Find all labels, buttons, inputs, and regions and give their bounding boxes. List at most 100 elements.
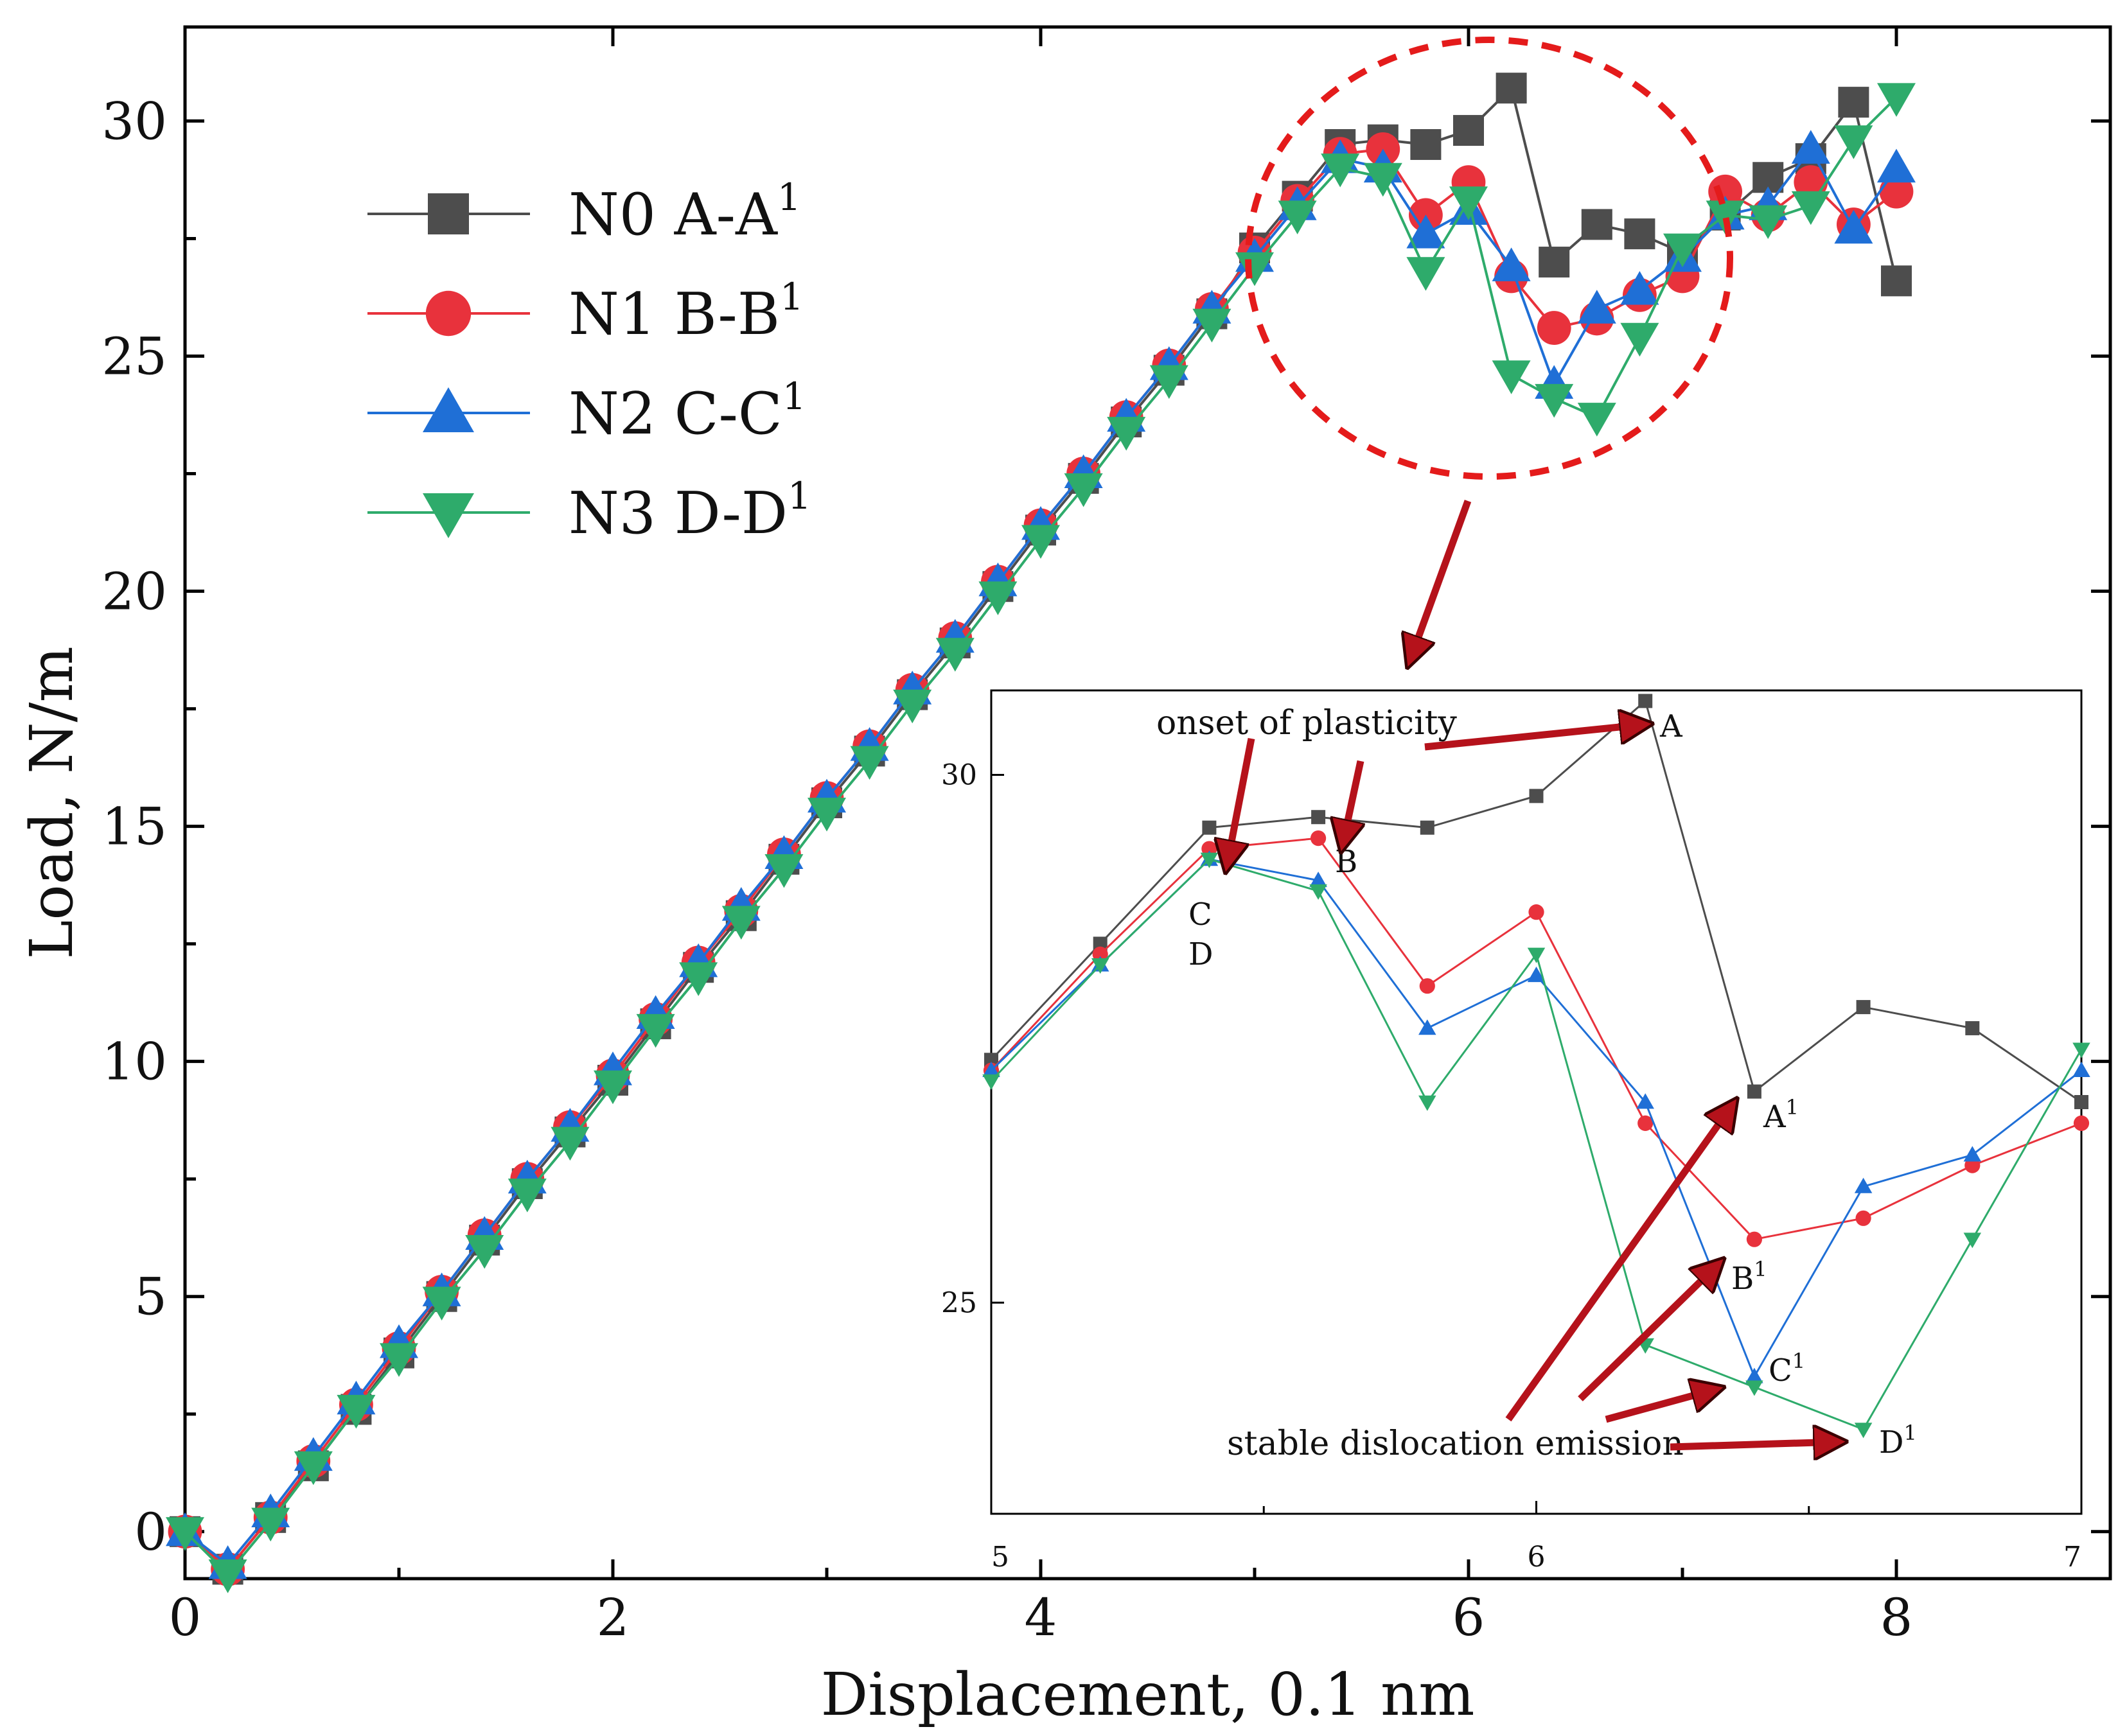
data-point bbox=[1877, 83, 1916, 117]
annotation-stable-dislocation-emission: stable dislocation emission bbox=[1227, 1425, 1684, 1463]
data-point bbox=[422, 1286, 461, 1321]
point-label-text: A bbox=[1659, 708, 1683, 744]
x-tick-label: 2 bbox=[597, 1588, 630, 1647]
data-point bbox=[507, 1179, 547, 1213]
point-label-text: B bbox=[1731, 1261, 1754, 1297]
inset-data-point bbox=[1747, 1084, 1761, 1099]
inset-data-point bbox=[1418, 1019, 1436, 1035]
x-axis-label: Displacement, 0.1 nm bbox=[821, 1660, 1475, 1729]
point-label-text: A bbox=[1763, 1099, 1787, 1135]
arrow-to-c bbox=[1227, 737, 1255, 865]
data-point bbox=[1192, 308, 1231, 343]
data-point bbox=[1406, 257, 1445, 291]
inset-x-tick-label: 5 bbox=[991, 1541, 1009, 1574]
legend-item: N1 B-B1 bbox=[367, 275, 804, 348]
annotation-point-c: C bbox=[1188, 897, 1212, 933]
data-point bbox=[1535, 383, 1574, 418]
data-point bbox=[1581, 209, 1612, 240]
inset-data-point bbox=[2072, 1042, 2090, 1058]
inset-data-point bbox=[1964, 1157, 1981, 1173]
data-point bbox=[1620, 270, 1659, 305]
x-tick-label: 0 bbox=[169, 1588, 202, 1647]
data-point bbox=[1406, 215, 1445, 249]
data-point bbox=[1492, 247, 1531, 281]
legend-label: N3 D-D1 bbox=[569, 474, 811, 547]
arrow-to-b1 bbox=[1578, 1264, 1718, 1401]
data-point bbox=[1107, 417, 1146, 451]
data-point bbox=[1235, 252, 1274, 286]
legend-label-superscript: 1 bbox=[777, 175, 801, 219]
annotation-point-b1: B1 bbox=[1731, 1257, 1767, 1297]
inset-data-point bbox=[1420, 820, 1434, 835]
arrow-to-c1 bbox=[1605, 1389, 1717, 1423]
inset-data-point bbox=[1527, 967, 1546, 983]
main-plot-frame bbox=[183, 25, 2112, 1581]
inset-data-point bbox=[1093, 936, 1108, 951]
arrow-to-b bbox=[1343, 760, 1361, 845]
inset-data-point bbox=[1965, 1021, 1980, 1035]
legend-item: N0 A-A1 bbox=[367, 175, 801, 249]
data-point bbox=[1363, 162, 1402, 197]
annotation-point-d1: D1 bbox=[1879, 1421, 1917, 1460]
inset-data-point bbox=[1092, 946, 1108, 962]
point-label-text: D bbox=[1879, 1425, 1903, 1460]
annotation-point-d: D bbox=[1188, 936, 1213, 972]
data-point bbox=[1834, 209, 1873, 244]
annotation-point-b: B bbox=[1335, 844, 1357, 880]
legend-label-superscript: 1 bbox=[782, 374, 806, 418]
inset-data-point bbox=[984, 1053, 998, 1067]
data-point bbox=[850, 746, 889, 780]
zoom-callout bbox=[1245, 37, 1733, 660]
annotation-onset-of-plasticity: onset of plasticity bbox=[1156, 704, 1458, 742]
inset-data-point bbox=[1311, 810, 1326, 825]
data-point bbox=[1453, 115, 1484, 146]
inset-y-tick-label: 30 bbox=[941, 758, 977, 791]
legend-label-text: N0 A-A bbox=[569, 181, 778, 249]
data-point bbox=[1706, 200, 1745, 234]
data-point bbox=[594, 1070, 632, 1105]
y-tick-label: 25 bbox=[101, 326, 167, 386]
data-point bbox=[1278, 200, 1317, 234]
data-point bbox=[1496, 73, 1527, 104]
inset-frame bbox=[990, 689, 2083, 1515]
inset-data-point bbox=[1745, 1380, 1763, 1396]
inset-data-point bbox=[982, 1061, 1000, 1078]
inset-data-point bbox=[1854, 1423, 1873, 1439]
annotation-point-a1: A1 bbox=[1763, 1095, 1799, 1135]
data-point bbox=[1539, 247, 1570, 278]
data-point bbox=[465, 1235, 504, 1269]
data-point bbox=[1064, 473, 1103, 507]
data-point bbox=[978, 581, 1018, 615]
legend-marker bbox=[423, 493, 474, 538]
inset-data-point bbox=[1529, 789, 1544, 803]
data-point bbox=[337, 1394, 376, 1429]
legend-item: N2 C-C1 bbox=[367, 374, 806, 448]
inset-data-point bbox=[1528, 904, 1544, 920]
data-point bbox=[208, 1559, 247, 1593]
legend-label: N1 B-B1 bbox=[569, 275, 804, 348]
legend-item: N3 D-D1 bbox=[367, 474, 811, 547]
inset-data-point bbox=[1856, 1000, 1871, 1015]
data-point bbox=[551, 1127, 590, 1161]
legend-label-text: N3 D-D bbox=[569, 480, 788, 547]
data-point bbox=[1410, 129, 1442, 161]
data-point bbox=[251, 1507, 290, 1542]
y-axis-label: Load, N/m bbox=[17, 646, 86, 959]
data-point bbox=[1149, 365, 1188, 399]
inset-series-n3 bbox=[982, 852, 2090, 1439]
annotation-point-a: A bbox=[1659, 708, 1683, 744]
annotation-point-c1: C1 bbox=[1769, 1349, 1805, 1389]
inset-data-point bbox=[1854, 1177, 1873, 1193]
y-tick-label: 30 bbox=[101, 91, 167, 151]
inset-data-point bbox=[1637, 1115, 1654, 1131]
inset-data-point bbox=[1638, 694, 1653, 708]
inset-data-point bbox=[2074, 1095, 2088, 1109]
y-tick-label: 15 bbox=[101, 797, 167, 857]
inset-data-point bbox=[1419, 978, 1435, 994]
y-tick-label: 0 bbox=[134, 1502, 167, 1562]
data-point bbox=[764, 854, 804, 888]
point-label-text: B bbox=[1335, 844, 1357, 880]
data-point bbox=[1791, 191, 1830, 225]
y-tick-label: 20 bbox=[101, 562, 167, 622]
